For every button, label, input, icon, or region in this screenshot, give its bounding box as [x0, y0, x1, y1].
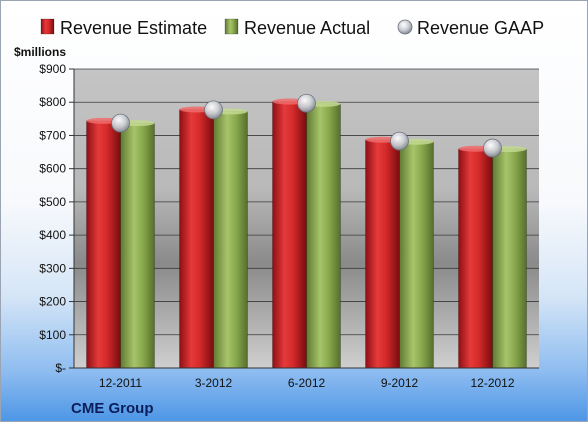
marker-revenue-gaap	[297, 93, 316, 113]
marker-revenue-gaap	[111, 113, 130, 133]
x-tick-label: 6-2012	[288, 376, 326, 390]
bar-revenue-actual	[306, 103, 341, 369]
bar-revenue-estimate	[458, 148, 493, 369]
y-tick-label: $300	[39, 261, 66, 275]
company-name: CME Group	[71, 400, 154, 417]
marker-revenue-gaap	[204, 100, 223, 120]
bar-revenue-estimate	[86, 120, 121, 369]
legend-label: Revenue Actual	[244, 18, 370, 38]
x-tick-label: 12-2012	[470, 376, 514, 390]
y-tick-label: $400	[39, 228, 66, 242]
marker-revenue-gaap	[483, 138, 502, 158]
y-tick-label: $200	[39, 295, 66, 309]
bar-revenue-actual	[120, 122, 155, 369]
legend-swatch	[397, 19, 413, 35]
y-tick-label: $-	[55, 361, 66, 375]
legend-label: Revenue GAAP	[417, 18, 544, 38]
bar-revenue-estimate	[365, 139, 400, 369]
bar-revenue-actual	[399, 141, 434, 369]
legend-swatch	[40, 18, 55, 35]
x-tick-label: 12-2011	[99, 376, 142, 390]
bar-revenue-estimate	[179, 109, 214, 369]
legend-swatch	[224, 18, 239, 35]
bar-revenue-actual	[213, 111, 248, 369]
bar-revenue-estimate	[272, 101, 307, 369]
y-tick-label: $700	[39, 128, 66, 142]
marker-revenue-gaap	[390, 131, 409, 151]
x-tick-label: 9-2012	[381, 376, 419, 390]
y-tick-label: $100	[39, 328, 66, 342]
unit-label: $millions	[14, 45, 66, 59]
y-tick-label: $600	[39, 162, 66, 176]
y-tick-label: $800	[39, 95, 66, 109]
y-tick-label: $500	[39, 195, 66, 209]
y-tick-label: $900	[39, 62, 66, 76]
legend-label: Revenue Estimate	[60, 18, 207, 38]
bar-revenue-actual	[492, 148, 527, 369]
x-tick-label: 3-2012	[195, 376, 233, 390]
